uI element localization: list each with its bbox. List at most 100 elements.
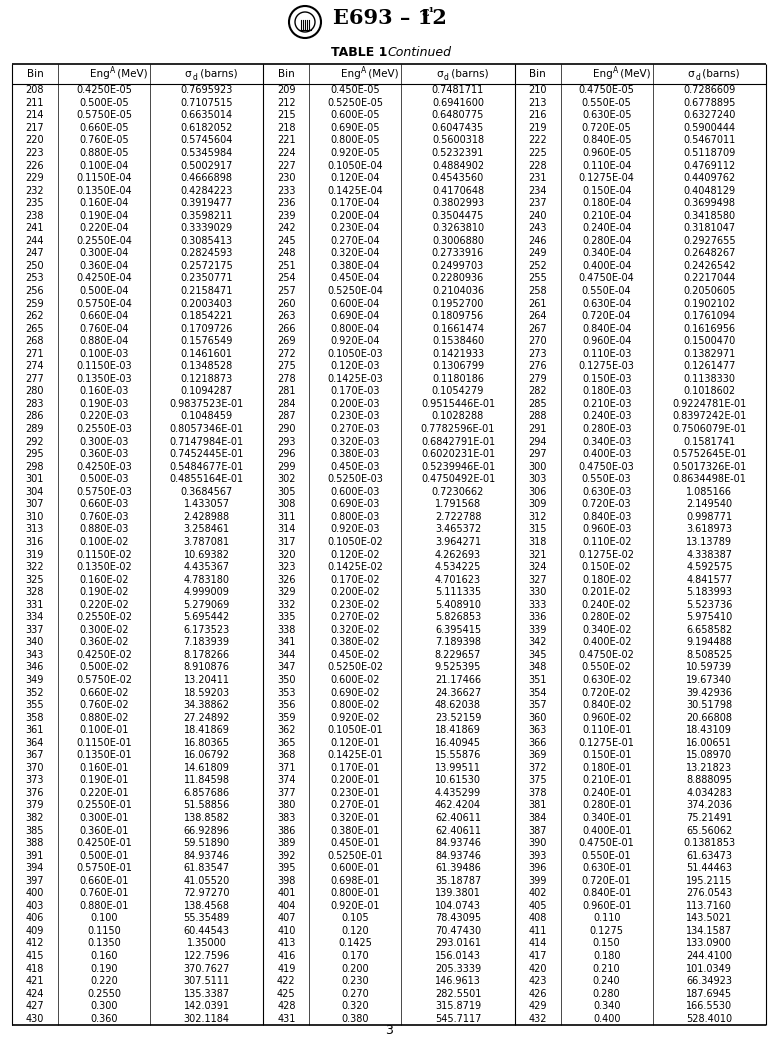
Text: 0.4250E-05: 0.4250E-05 bbox=[76, 85, 132, 96]
Text: 333: 333 bbox=[528, 600, 547, 610]
Text: 0.660E-01: 0.660E-01 bbox=[79, 875, 128, 886]
Text: 0.450E-01: 0.450E-01 bbox=[331, 838, 380, 848]
Text: 0.840E-02: 0.840E-02 bbox=[582, 700, 632, 710]
Text: 0.201E-02: 0.201E-02 bbox=[582, 587, 632, 598]
Text: 284: 284 bbox=[277, 399, 296, 409]
Text: 0.800E-02: 0.800E-02 bbox=[331, 700, 380, 710]
Text: 424: 424 bbox=[26, 989, 44, 998]
Text: 0.210E-03: 0.210E-03 bbox=[582, 399, 632, 409]
Text: 311: 311 bbox=[277, 512, 296, 522]
Text: (barns): (barns) bbox=[197, 69, 237, 79]
Text: 61.63473: 61.63473 bbox=[686, 850, 732, 861]
Text: 65.56062: 65.56062 bbox=[686, 826, 732, 836]
Text: 0.200E-02: 0.200E-02 bbox=[331, 587, 380, 598]
Text: 318: 318 bbox=[528, 537, 547, 547]
Text: 0.160E-01: 0.160E-01 bbox=[79, 763, 128, 772]
Text: 0.3802993: 0.3802993 bbox=[432, 198, 484, 208]
Text: 431: 431 bbox=[277, 1014, 296, 1023]
Text: (barns): (barns) bbox=[448, 69, 489, 79]
Text: 340: 340 bbox=[26, 637, 44, 648]
Text: 233: 233 bbox=[277, 185, 296, 196]
Text: 16.80365: 16.80365 bbox=[184, 738, 230, 747]
Text: 0.160E-02: 0.160E-02 bbox=[79, 575, 128, 585]
Text: 0.4250E-02: 0.4250E-02 bbox=[76, 650, 132, 660]
Text: 0.1150E-02: 0.1150E-02 bbox=[76, 550, 132, 559]
Text: 397: 397 bbox=[26, 875, 44, 886]
Text: 238: 238 bbox=[26, 210, 44, 221]
Text: 0.2499703: 0.2499703 bbox=[432, 261, 484, 271]
Text: 0.600E-01: 0.600E-01 bbox=[331, 863, 380, 873]
Text: 2.428988: 2.428988 bbox=[184, 512, 230, 522]
Text: 0.2550: 0.2550 bbox=[87, 989, 121, 998]
Text: 221: 221 bbox=[277, 135, 296, 146]
Text: 314: 314 bbox=[277, 525, 296, 534]
Text: 0.9515446E-01: 0.9515446E-01 bbox=[421, 399, 495, 409]
Text: 383: 383 bbox=[277, 813, 296, 823]
Text: 0.240E-04: 0.240E-04 bbox=[582, 223, 632, 233]
Text: 0.5484677E-01: 0.5484677E-01 bbox=[170, 461, 244, 472]
Text: 0.360E-04: 0.360E-04 bbox=[79, 261, 128, 271]
Text: 0.4284223: 0.4284223 bbox=[180, 185, 233, 196]
Text: 357: 357 bbox=[528, 700, 547, 710]
Text: 398: 398 bbox=[277, 875, 296, 886]
Text: 0.230E-01: 0.230E-01 bbox=[331, 788, 380, 797]
Text: 0.880E-05: 0.880E-05 bbox=[79, 148, 128, 158]
Text: 0.3504475: 0.3504475 bbox=[432, 210, 484, 221]
Text: Bin: Bin bbox=[529, 69, 546, 79]
Text: 0.360E-03: 0.360E-03 bbox=[79, 449, 128, 459]
Text: 241: 241 bbox=[26, 223, 44, 233]
Text: 0.220E-03: 0.220E-03 bbox=[79, 411, 129, 422]
Text: 18.41869: 18.41869 bbox=[435, 726, 481, 735]
Text: 245: 245 bbox=[277, 236, 296, 246]
Text: 346: 346 bbox=[26, 662, 44, 672]
Text: 0.400E-01: 0.400E-01 bbox=[582, 826, 632, 836]
Text: A: A bbox=[612, 66, 618, 75]
Text: 0.280: 0.280 bbox=[593, 989, 621, 998]
Text: 0.3339029: 0.3339029 bbox=[180, 223, 233, 233]
Text: 0.240E-01: 0.240E-01 bbox=[582, 788, 632, 797]
Text: 84.93746: 84.93746 bbox=[184, 850, 230, 861]
Text: 0.110E-03: 0.110E-03 bbox=[582, 349, 632, 359]
Text: 0.1461601: 0.1461601 bbox=[180, 349, 233, 359]
Text: 330: 330 bbox=[528, 587, 547, 598]
Text: 0.5750E-02: 0.5750E-02 bbox=[76, 675, 132, 685]
Text: 343: 343 bbox=[26, 650, 44, 660]
Text: 11.84598: 11.84598 bbox=[184, 776, 230, 785]
Text: 66.34923: 66.34923 bbox=[686, 976, 732, 986]
Text: 138.8582: 138.8582 bbox=[184, 813, 230, 823]
Text: 0.2217044: 0.2217044 bbox=[683, 274, 735, 283]
Text: 0.7286609: 0.7286609 bbox=[683, 85, 735, 96]
Text: 0.180E-01: 0.180E-01 bbox=[582, 763, 632, 772]
Text: 408: 408 bbox=[528, 913, 547, 923]
Text: d: d bbox=[193, 73, 198, 81]
Text: 354: 354 bbox=[528, 687, 547, 697]
Text: 425: 425 bbox=[277, 989, 296, 998]
Text: 415: 415 bbox=[26, 951, 44, 961]
Text: σ: σ bbox=[687, 69, 694, 79]
Text: 0.1581741: 0.1581741 bbox=[683, 436, 735, 447]
Text: 34.38862: 34.38862 bbox=[184, 700, 230, 710]
Text: 0.6047435: 0.6047435 bbox=[432, 123, 484, 133]
Text: 274: 274 bbox=[26, 361, 44, 372]
Text: 0.240E-02: 0.240E-02 bbox=[582, 600, 632, 610]
Text: 18.43109: 18.43109 bbox=[686, 726, 732, 735]
Text: 353: 353 bbox=[277, 687, 296, 697]
Text: 4.999009: 4.999009 bbox=[184, 587, 230, 598]
Text: 0.400E-04: 0.400E-04 bbox=[582, 261, 632, 271]
Text: 251: 251 bbox=[277, 261, 296, 271]
Text: 0.760E-01: 0.760E-01 bbox=[79, 888, 128, 898]
Text: 273: 273 bbox=[528, 349, 547, 359]
Text: 0.7452445E-01: 0.7452445E-01 bbox=[170, 449, 244, 459]
Text: 218: 218 bbox=[277, 123, 296, 133]
Text: 242: 242 bbox=[277, 223, 296, 233]
Text: 0.1350E-01: 0.1350E-01 bbox=[76, 751, 131, 760]
Text: 60.44543: 60.44543 bbox=[184, 925, 230, 936]
Text: 4.841577: 4.841577 bbox=[686, 575, 732, 585]
Text: 0.300: 0.300 bbox=[90, 1001, 117, 1011]
Text: 237: 237 bbox=[528, 198, 547, 208]
Text: 0.720E-02: 0.720E-02 bbox=[582, 687, 632, 697]
Text: 0.4750E-05: 0.4750E-05 bbox=[579, 85, 635, 96]
Text: 0.210E-01: 0.210E-01 bbox=[582, 776, 632, 785]
Text: 293: 293 bbox=[277, 436, 296, 447]
Text: 10.69382: 10.69382 bbox=[184, 550, 230, 559]
